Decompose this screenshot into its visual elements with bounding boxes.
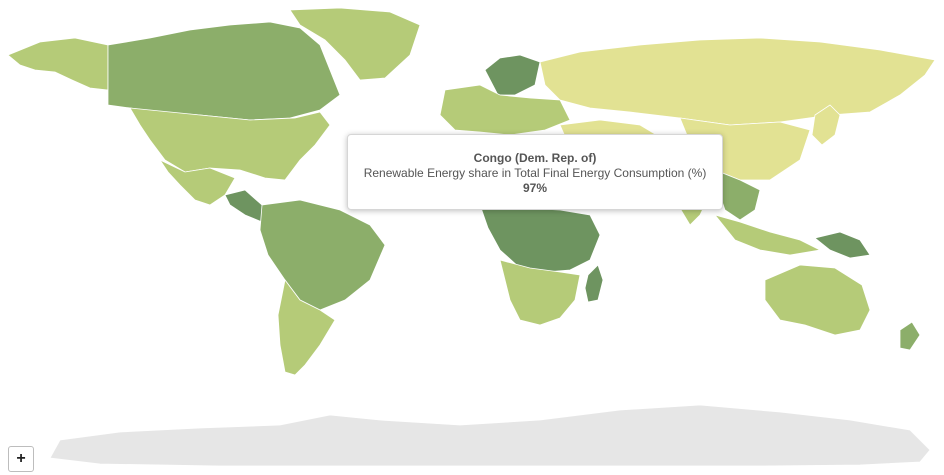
tooltip-value: 97% <box>522 181 548 195</box>
scandinavia-region[interactable] <box>484 54 541 96</box>
new-zealand-region[interactable] <box>899 321 921 351</box>
russia-region[interactable] <box>539 37 936 126</box>
southern-africa-region[interactable] <box>499 259 581 326</box>
madagascar-region[interactable] <box>584 264 604 303</box>
greenland-region[interactable] <box>289 7 421 81</box>
indonesia-region[interactable] <box>713 214 822 256</box>
alaska-region[interactable] <box>7 37 109 91</box>
tooltip-country-name: Congo (Dem. Rep. of) <box>473 151 597 165</box>
antarctica-region[interactable] <box>49 404 931 467</box>
japan-region[interactable] <box>811 104 841 146</box>
central-africa-region[interactable] <box>479 204 601 273</box>
mexico-region[interactable] <box>158 159 236 206</box>
new-guinea-region[interactable] <box>814 231 871 259</box>
zoom-in-button[interactable]: + <box>8 446 34 472</box>
tooltip-indicator-label: Renewable Energy share in Total Final En… <box>363 166 707 180</box>
south-america-south-region[interactable] <box>277 279 336 376</box>
europe-region[interactable] <box>439 84 571 136</box>
country-tooltip: Congo (Dem. Rep. of) Renewable Energy sh… <box>347 134 723 210</box>
canada-region[interactable] <box>107 21 341 121</box>
south-america-north-region[interactable] <box>259 199 386 311</box>
usa-region[interactable] <box>129 107 331 181</box>
australia-region[interactable] <box>764 264 871 336</box>
